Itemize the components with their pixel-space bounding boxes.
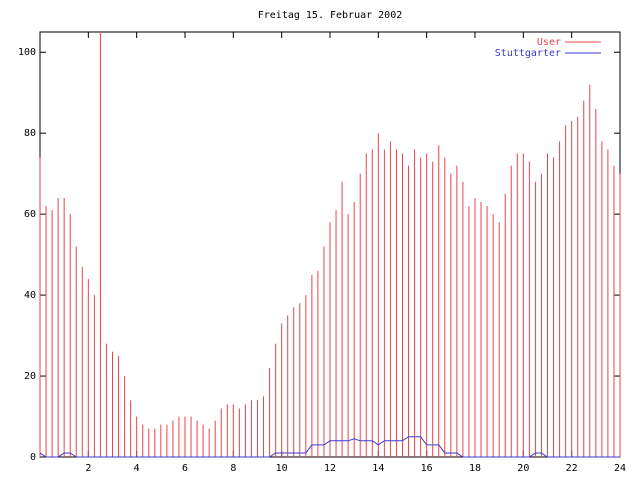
- x-tick-label: 18: [469, 463, 481, 474]
- y-tick-label: 40: [24, 290, 36, 301]
- x-tick-label: 4: [134, 463, 140, 474]
- x-tick-label: 6: [182, 463, 188, 474]
- y-tick-label: 60: [24, 209, 36, 220]
- legend-label: Stuttgarter: [495, 48, 561, 59]
- x-tick-label: 12: [324, 463, 336, 474]
- x-tick-label: 20: [517, 463, 529, 474]
- x-tick-label: 8: [230, 463, 236, 474]
- x-tick-label: 14: [372, 463, 384, 474]
- x-tick-label: 22: [566, 463, 578, 474]
- legend-label: User: [537, 37, 561, 48]
- y-tick-label: 20: [24, 371, 36, 382]
- y-tick-label: 0: [30, 452, 36, 463]
- x-tick-label: 24: [614, 463, 626, 474]
- y-tick-label: 100: [18, 47, 36, 58]
- x-tick-label: 10: [276, 463, 288, 474]
- y-tick-label: 80: [24, 128, 36, 139]
- series-line: [39, 436, 620, 458]
- x-tick-label: 16: [421, 463, 433, 474]
- chart-title: Freitag 15. Februar 2002: [258, 10, 403, 21]
- x-tick-label: 2: [85, 463, 91, 474]
